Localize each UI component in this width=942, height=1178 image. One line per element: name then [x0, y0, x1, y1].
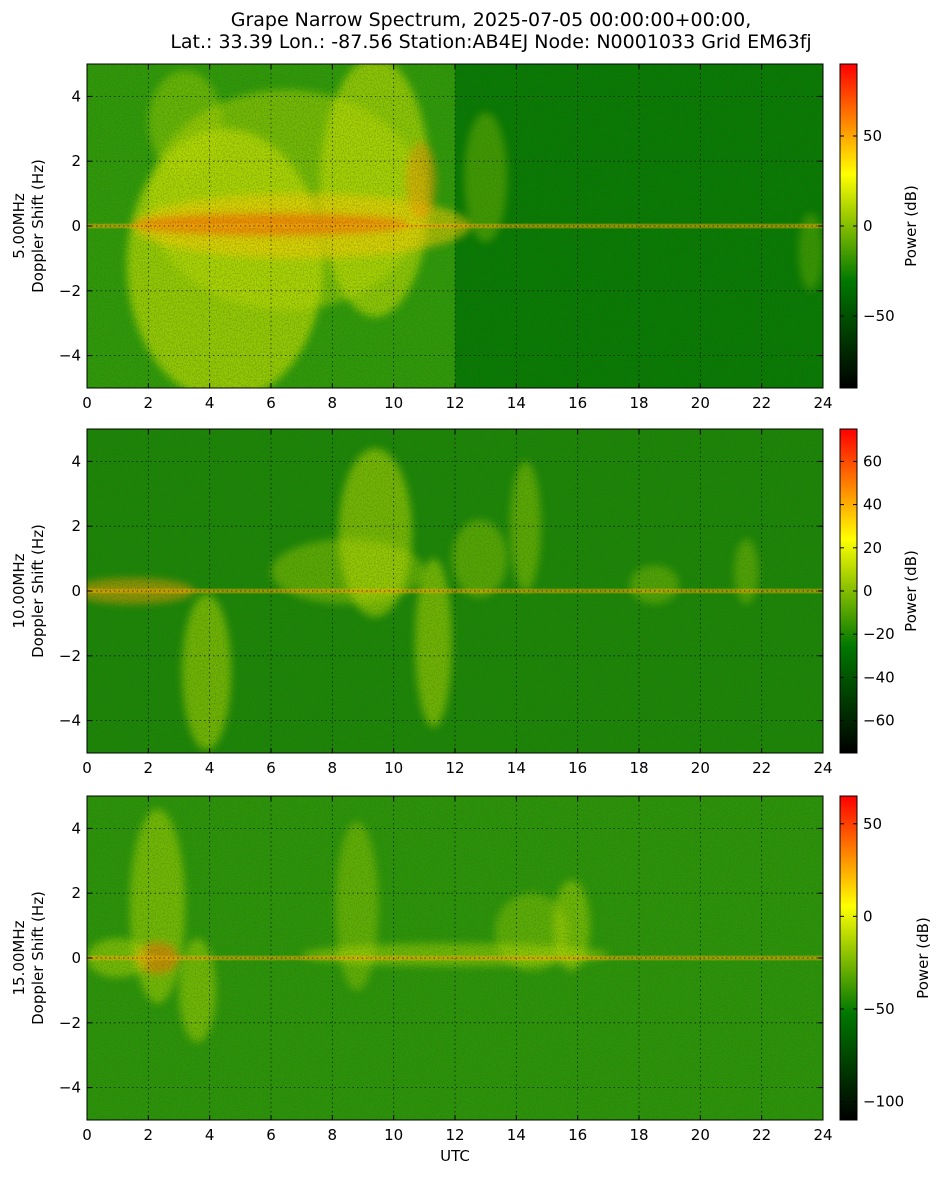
grid-lines [87, 429, 823, 753]
x-tick-label: 2 [144, 394, 154, 412]
y-tick-label: 4 [71, 819, 81, 837]
x-tick-label: 6 [266, 1126, 276, 1144]
frequency-label: 10.00MHz [10, 553, 28, 628]
x-tick-label: 2 [144, 759, 154, 777]
y-tick-label: 0 [71, 217, 81, 235]
colorbar-tick-label: 60 [863, 452, 882, 470]
y-tick-label: 4 [71, 452, 81, 470]
x-tick-label: 12 [445, 394, 464, 412]
x-tick-label: 2 [144, 1126, 154, 1144]
x-tick-label: 24 [813, 394, 832, 412]
x-tick-label: 8 [328, 759, 338, 777]
y-tick-label: −2 [59, 647, 81, 665]
y-tick-label: 2 [71, 517, 81, 535]
colorbar-tick-label: 50 [863, 127, 882, 145]
x-tick-label: 6 [266, 394, 276, 412]
colorbar-tick-label: −50 [863, 307, 895, 325]
colorbar-tick-label: −50 [863, 1000, 895, 1018]
colorbar [839, 795, 858, 1121]
x-tick-label: 16 [568, 1126, 587, 1144]
x-tick-label: 22 [752, 759, 771, 777]
y-tick-label: −4 [59, 712, 81, 730]
x-axis-label: UTC [440, 1147, 470, 1165]
grid-lines [87, 64, 823, 388]
x-tick-label: 8 [328, 394, 338, 412]
x-tick-label: 22 [752, 1126, 771, 1144]
figure-title-line-2: Lat.: 33.39 Lon.: -87.56 Station:AB4EJ N… [170, 31, 811, 53]
frequency-label: 15.00MHz [10, 920, 28, 995]
colorbar-label: Power (dB) [902, 550, 920, 632]
x-tick-label: 6 [266, 759, 276, 777]
colorbar-tick-label: 0 [863, 582, 873, 600]
y-axis-label: Doppler Shift (Hz) [29, 524, 47, 658]
x-tick-label: 12 [445, 759, 464, 777]
x-tick-label: 14 [507, 1126, 526, 1144]
x-tick-label: 10 [384, 394, 403, 412]
x-tick-label: 18 [629, 1126, 648, 1144]
colorbar-tick-label: −40 [863, 668, 895, 686]
y-tick-label: 0 [71, 949, 81, 967]
colorbar-label: Power (dB) [914, 917, 932, 999]
frequency-label: 5.00MHz [10, 193, 28, 259]
x-tick-label: 0 [82, 759, 92, 777]
x-tick-label: 20 [691, 394, 710, 412]
colorbar-tick-label: 0 [863, 907, 873, 925]
colorbar-tick-label: 20 [863, 539, 882, 557]
x-tick-label: 16 [568, 759, 587, 777]
y-tick-label: 2 [71, 152, 81, 170]
x-tick-label: 4 [205, 1126, 215, 1144]
x-tick-label: 0 [82, 394, 92, 412]
x-tick-label: 8 [328, 1126, 338, 1144]
y-tick-label: 4 [71, 87, 81, 105]
x-tick-label: 4 [205, 759, 215, 777]
x-tick-label: 24 [813, 759, 832, 777]
figure-title-line-1: Grape Narrow Spectrum, 2025-07-05 00:00:… [231, 9, 752, 31]
x-tick-label: 20 [691, 1126, 710, 1144]
x-tick-label: 4 [205, 394, 215, 412]
y-tick-label: 0 [71, 582, 81, 600]
y-axis-label: Doppler Shift (Hz) [29, 159, 47, 293]
y-tick-label: −2 [59, 282, 81, 300]
colorbar-tick-label: 50 [863, 815, 882, 833]
x-tick-label: 24 [813, 1126, 832, 1144]
colorbar-tick-label: −20 [863, 625, 895, 643]
x-tick-label: 18 [629, 759, 648, 777]
x-tick-label: 14 [507, 759, 526, 777]
colorbar-tick-label: 40 [863, 496, 882, 514]
x-tick-label: 10 [384, 759, 403, 777]
x-tick-label: 10 [384, 1126, 403, 1144]
grid-lines [87, 796, 823, 1120]
x-tick-label: 12 [445, 1126, 464, 1144]
y-tick-label: −4 [59, 347, 81, 365]
colorbar-label: Power (dB) [902, 185, 920, 267]
y-tick-label: −4 [59, 1079, 81, 1097]
x-tick-label: 14 [507, 394, 526, 412]
x-tick-label: 22 [752, 394, 771, 412]
x-tick-label: 18 [629, 394, 648, 412]
x-tick-label: 20 [691, 759, 710, 777]
y-tick-label: −2 [59, 1014, 81, 1032]
x-tick-label: 0 [82, 1126, 92, 1144]
colorbar-tick-label: −60 [863, 712, 895, 730]
y-axis-label: Doppler Shift (Hz) [29, 891, 47, 1025]
x-tick-label: 16 [568, 394, 587, 412]
y-tick-label: 2 [71, 884, 81, 902]
colorbar-tick-label: 0 [863, 217, 873, 235]
colorbar-tick-label: −100 [863, 1092, 904, 1110]
